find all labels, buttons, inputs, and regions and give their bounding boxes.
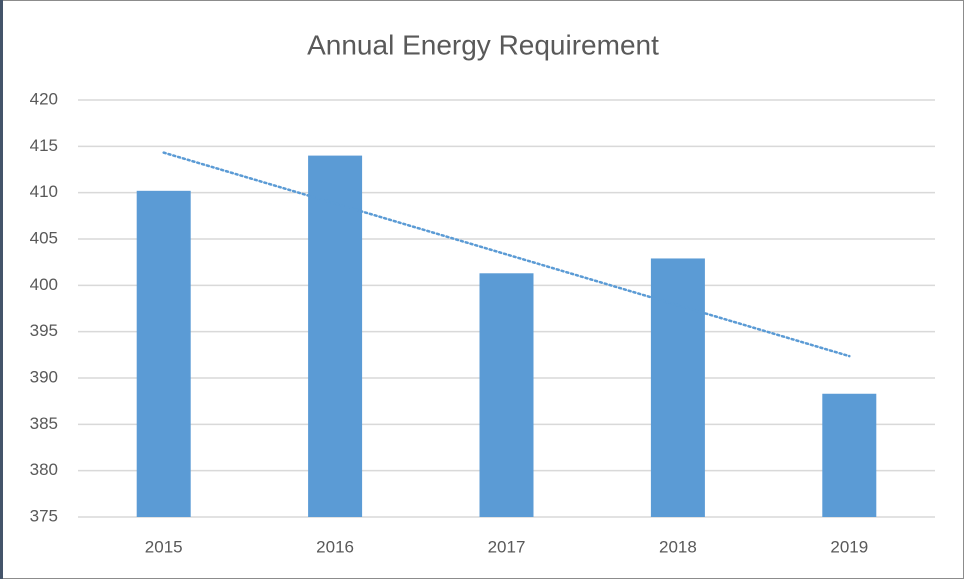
window-edge bbox=[0, 0, 3, 579]
bar bbox=[479, 273, 534, 517]
y-tick-label: 385 bbox=[30, 414, 58, 433]
y-tick-label: 415 bbox=[30, 136, 58, 155]
bar bbox=[136, 190, 191, 517]
y-tick-label: 410 bbox=[30, 182, 58, 201]
bar bbox=[822, 393, 877, 517]
y-tick-label: 400 bbox=[30, 275, 58, 294]
y-tick-label: 395 bbox=[30, 321, 58, 340]
x-tick-label: 2017 bbox=[488, 537, 526, 556]
x-tick-label: 2016 bbox=[316, 537, 354, 556]
x-tick-label: 2015 bbox=[145, 537, 183, 556]
y-tick-label: 405 bbox=[30, 228, 58, 247]
x-tick-label: 2018 bbox=[659, 537, 697, 556]
y-tick-label: 380 bbox=[30, 460, 58, 479]
y-tick-label: 375 bbox=[30, 506, 58, 525]
y-tick-label: 390 bbox=[30, 367, 58, 386]
trendline bbox=[162, 151, 851, 358]
bar bbox=[650, 258, 705, 517]
chart-title: Annual Energy Requirement bbox=[307, 29, 659, 60]
y-tick-label: 420 bbox=[30, 89, 58, 108]
bar bbox=[308, 155, 363, 517]
x-tick-label: 2019 bbox=[830, 537, 868, 556]
